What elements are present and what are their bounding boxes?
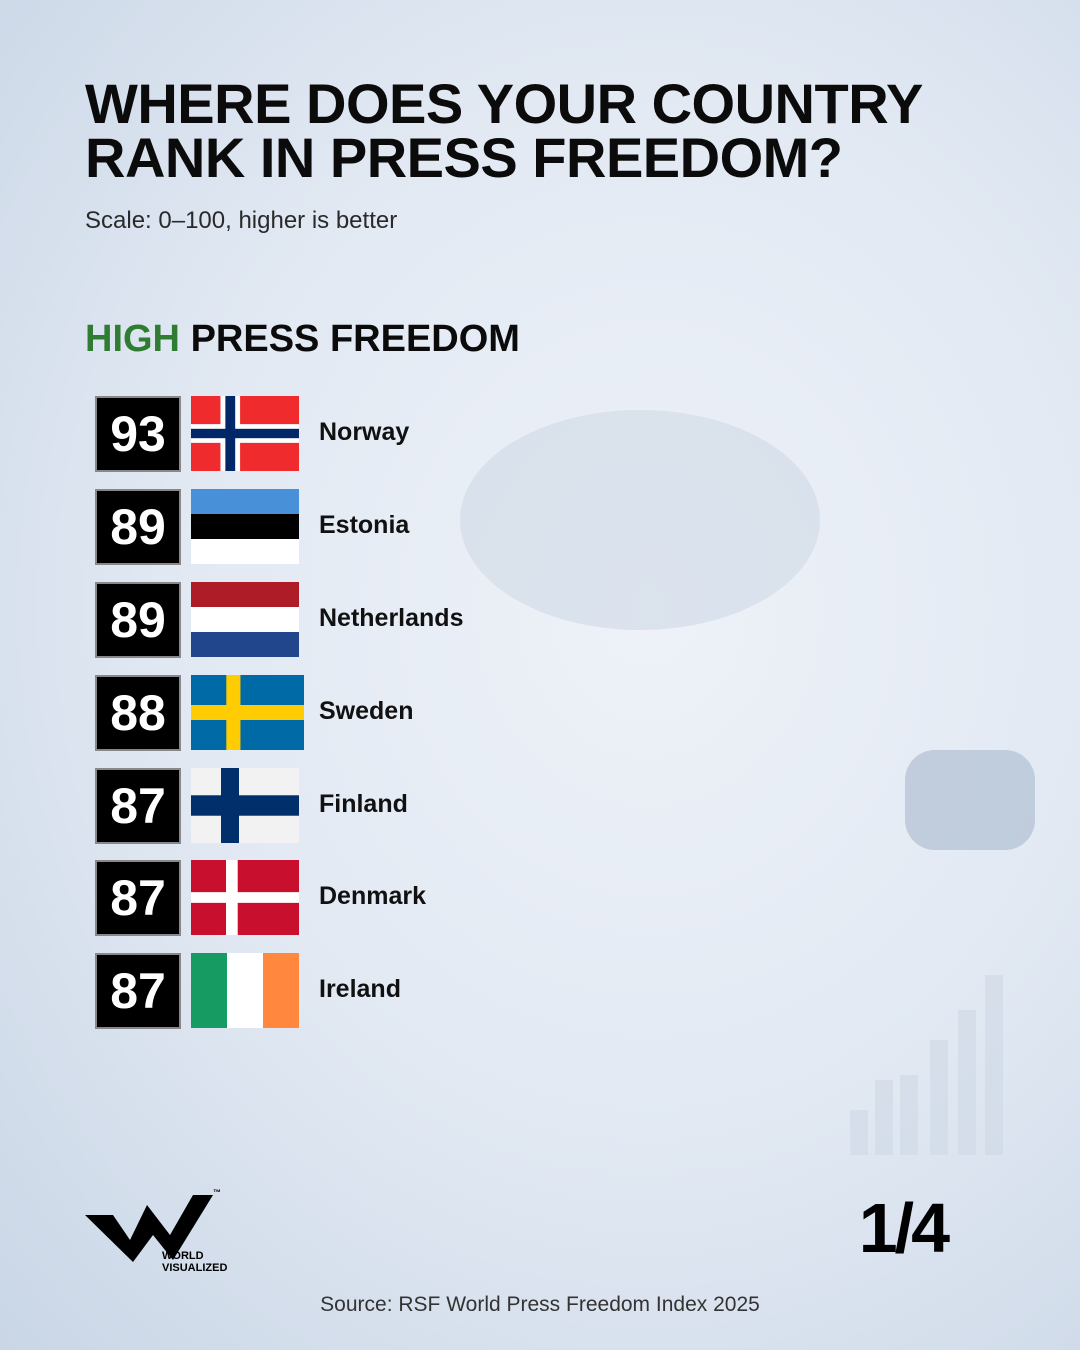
country: Ireland: [319, 975, 401, 1003]
subtitle: Scale: 0–100, higher is better: [85, 207, 398, 234]
score: 87: [95, 860, 181, 936]
level: HIGH: [85, 318, 180, 360]
source: Source: RSF World Press Freedom Index 20…: [320, 1293, 760, 1316]
flag: [191, 489, 299, 564]
logo-line: WORLD: [162, 1250, 204, 1262]
country: Sweden: [319, 697, 414, 725]
flag: [191, 582, 299, 657]
score: 87: [95, 953, 181, 1029]
country: Denmark: [319, 882, 426, 910]
score: 89: [95, 489, 181, 565]
score: 87: [95, 768, 181, 844]
logo-text: WORLD VISUALIZED: [162, 1250, 227, 1274]
section-heading: HIGH PRESS FREEDOM: [85, 318, 520, 361]
logo-mark: [85, 1195, 213, 1262]
flag: [191, 675, 304, 750]
page-number: 1/4: [858, 1189, 950, 1267]
flag: [191, 860, 299, 935]
country: Netherlands: [319, 604, 464, 632]
trademark: ™: [213, 1188, 221, 1197]
flag: [191, 953, 299, 1028]
score: 89: [95, 582, 181, 658]
country: Estonia: [319, 511, 410, 539]
country: Norway: [319, 418, 410, 446]
flag: [191, 768, 299, 843]
title-line: WHERE DOES YOUR COUNTRY: [85, 72, 923, 135]
heading: PRESS FREEDOM: [190, 318, 520, 360]
country: Finland: [319, 790, 408, 818]
score: 93: [95, 396, 181, 472]
flag: [191, 396, 299, 471]
logo: ™ WORLD VISUALIZED: [85, 1188, 227, 1274]
score: 88: [95, 675, 181, 751]
logo-line: VISUALIZED: [162, 1262, 228, 1274]
title-line: RANK IN PRESS FREEDOM?: [85, 126, 843, 189]
